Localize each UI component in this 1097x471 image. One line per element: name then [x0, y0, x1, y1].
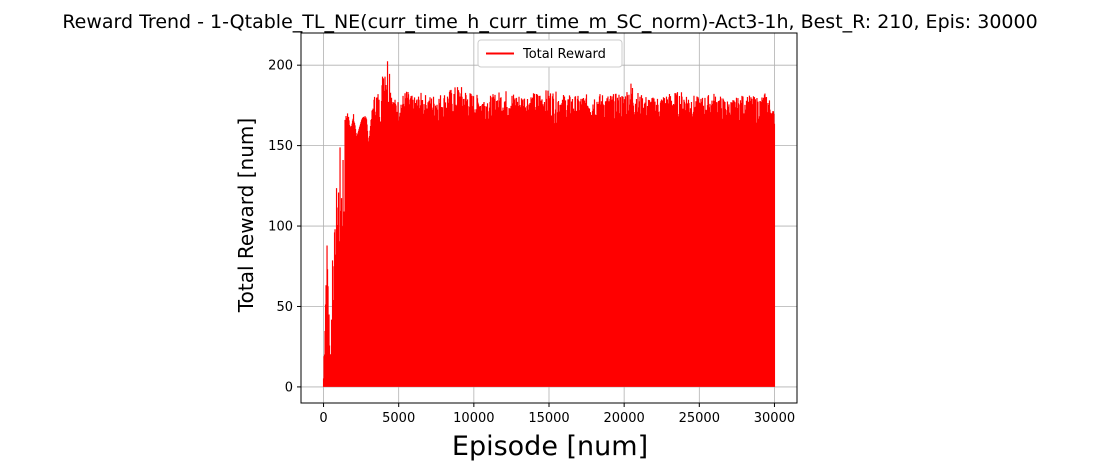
data-series-total-reward: [322, 61, 776, 387]
y-tick-label: 50: [276, 300, 293, 315]
y-tick-label: 150: [268, 139, 293, 154]
y-tick-label: 200: [268, 59, 293, 74]
x-tick-label: 10000: [453, 411, 494, 426]
x-tick-label: 30000: [754, 411, 795, 426]
y-axis-label: Total Reward [num]: [234, 118, 258, 313]
chart-title: Reward Trend - 1-Qtable_TL_NE(curr_time_…: [62, 11, 1037, 33]
y-axis: 0 50 100 150 200: [268, 59, 301, 395]
series-line-total-reward: [322, 61, 776, 387]
x-tick-label: 5000: [382, 411, 415, 426]
y-tick-label: 0: [285, 380, 293, 395]
x-axis: 0 5000 10000 15000 20000 25000 30000: [319, 403, 795, 426]
legend-label-total-reward: Total Reward: [522, 47, 606, 62]
x-tick-label: 0: [319, 411, 327, 426]
x-tick-label: 20000: [603, 411, 644, 426]
legend-box: [477, 39, 623, 68]
y-tick-label: 100: [268, 220, 293, 235]
legend: Total Reward: [477, 39, 623, 68]
x-tick-label: 15000: [528, 411, 569, 426]
x-axis-label: Episode [num]: [452, 431, 648, 462]
x-tick-label: 25000: [679, 411, 720, 426]
